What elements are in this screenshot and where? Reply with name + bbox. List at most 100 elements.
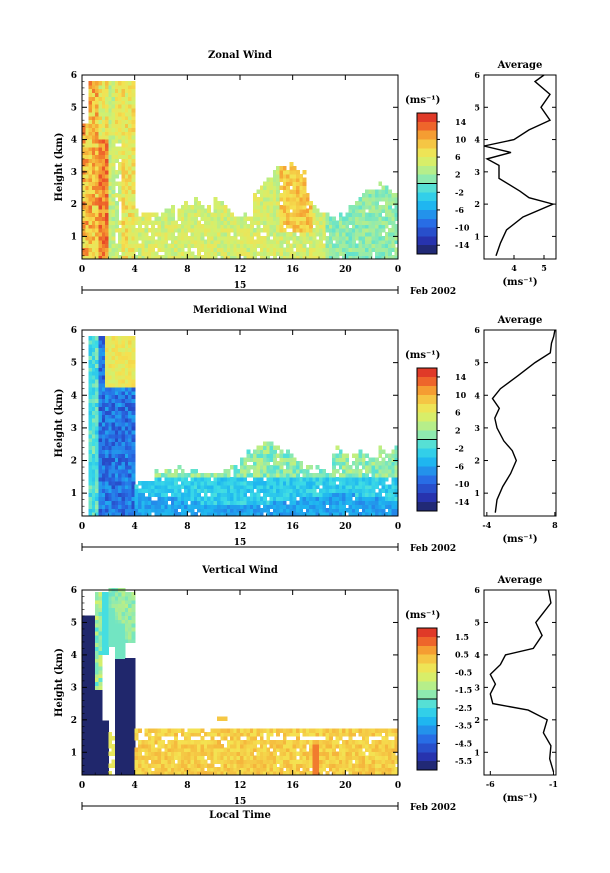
heatmap-cell	[253, 461, 258, 466]
heatmap-cell	[144, 759, 149, 764]
heatmap-cell	[394, 512, 399, 517]
heatmap-cell	[154, 484, 159, 490]
heatmap-cell	[114, 355, 119, 360]
heatmap-cell	[259, 200, 264, 206]
heatmap-cell	[98, 429, 103, 435]
heatmap-cell	[164, 220, 169, 225]
heatmap-cell	[249, 247, 254, 252]
heatmap-cell	[223, 231, 228, 237]
heatmap-cell	[371, 212, 376, 217]
heatmap-cell	[187, 472, 192, 478]
heatmap-cell	[141, 767, 146, 772]
heatmap-cell	[161, 763, 165, 768]
heatmap-cell	[111, 492, 116, 497]
heatmap-cell	[85, 704, 90, 710]
heatmap-cell	[263, 492, 267, 497]
heatmap-cell	[98, 131, 103, 136]
heatmap-cell	[190, 747, 195, 753]
heatmap-cell	[174, 243, 179, 248]
heatmap-cell	[111, 406, 116, 411]
heatmap-cell	[256, 239, 261, 245]
heatmap-cell	[91, 724, 96, 729]
heatmap-cell	[147, 728, 152, 733]
heatmap-cell	[131, 755, 136, 760]
heatmap-cell	[157, 255, 162, 260]
heatmap-cell	[296, 461, 300, 466]
heatmap-cell	[108, 771, 113, 776]
heatmap-cell	[226, 469, 231, 474]
heatmap-cell	[101, 251, 106, 256]
heatmap-cell	[253, 469, 258, 474]
heatmap-cell	[124, 335, 129, 341]
heatmap-cell	[118, 359, 123, 364]
heatmap-cell	[85, 154, 90, 159]
heatmap-cell	[184, 771, 188, 776]
heatmap-cell	[105, 181, 109, 186]
heatmap-cell	[263, 480, 267, 486]
heatmap-cell	[124, 767, 129, 772]
heatmap-cell	[91, 449, 96, 454]
heatmap-cell	[108, 216, 113, 221]
heatmap-cell	[282, 480, 287, 486]
colorbar-unit: (ms⁻¹)	[405, 95, 440, 106]
heatmap-cell	[375, 231, 379, 237]
heatmap-cell	[91, 243, 96, 248]
heatmap-cell	[256, 500, 261, 505]
heatmap-cell	[348, 484, 353, 490]
heatmap-cell	[256, 243, 261, 248]
heatmap-cell	[98, 414, 103, 419]
heatmap-cell	[82, 658, 86, 663]
heatmap-cell	[342, 484, 346, 490]
heatmap-cell	[128, 127, 132, 132]
heatmap-cell	[105, 476, 109, 482]
heatmap-cell	[332, 508, 337, 513]
heatmap-cell	[88, 414, 93, 419]
heatmap-cell	[88, 673, 93, 679]
heatmap-cell	[82, 181, 86, 186]
heatmap-cell	[118, 630, 123, 636]
heatmap-cell	[128, 131, 132, 136]
heatmap-cell	[243, 492, 248, 497]
heatmap-cell	[213, 504, 218, 509]
heatmap-cell	[128, 158, 132, 163]
heatmap-cell	[105, 465, 109, 470]
heatmap-cell	[88, 104, 93, 109]
heatmap-cell	[82, 739, 86, 745]
heatmap-cell	[272, 169, 277, 175]
heatmap-cell	[138, 243, 142, 248]
heatmap-cell	[319, 224, 323, 229]
heatmap-cell	[299, 239, 304, 245]
heatmap-cell	[174, 480, 179, 486]
heatmap-cell	[131, 104, 136, 109]
colorbar-band	[417, 421, 437, 431]
heatmap-cell	[95, 135, 100, 140]
heatmap-cell	[98, 158, 103, 163]
heatmap-cell	[240, 484, 244, 490]
heatmap-cell	[95, 193, 100, 198]
heatmap-cell	[105, 107, 109, 113]
heatmap-cell	[121, 231, 126, 237]
heatmap-cell	[124, 84, 129, 90]
heatmap-cell	[266, 224, 271, 229]
heatmap-cell	[85, 627, 90, 632]
heatmap-cell	[121, 162, 126, 167]
heatmap-cell	[345, 228, 350, 233]
heatmap-cell	[305, 197, 310, 202]
heatmap-cell	[282, 743, 287, 749]
heatmap-cell	[105, 433, 109, 439]
heatmap-cell	[164, 247, 169, 252]
heatmap-cell	[243, 216, 248, 221]
heatmap-cell	[256, 445, 261, 450]
heatmap-cell	[381, 504, 386, 509]
heatmap-cell	[128, 693, 132, 698]
heatmap-cell	[118, 743, 123, 749]
heatmap-cell	[91, 461, 96, 466]
heatmap-cell	[309, 239, 313, 245]
heatmap-cell	[170, 220, 175, 225]
heatmap-cell	[128, 390, 132, 396]
heatmap-cell	[266, 480, 271, 486]
heatmap-cell	[312, 228, 317, 233]
heatmap-cell	[269, 177, 274, 183]
heatmap-cell	[253, 480, 258, 486]
heatmap-cell	[249, 759, 254, 764]
